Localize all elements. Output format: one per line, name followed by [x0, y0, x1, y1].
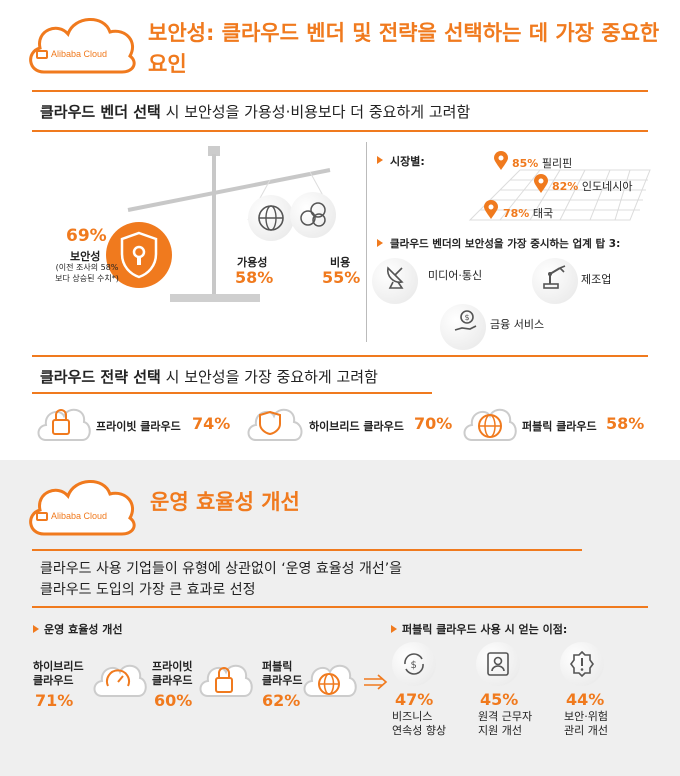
industry-label: 금융 서비스: [490, 318, 545, 331]
security-pct: 69%: [66, 226, 107, 246]
market-row: 85% 필리핀: [512, 157, 573, 170]
availability-pct: 58%: [235, 268, 274, 287]
money-hand-icon: $: [452, 308, 480, 340]
efficiency-name: 하이브리드 클라우드: [33, 660, 84, 687]
alibaba-cloud-logo: Alibaba Cloud: [22, 472, 140, 542]
strategy-pct: 74%: [192, 414, 231, 433]
section2-title: 운영 효율성 개선: [150, 490, 300, 514]
alibaba-cloud-logo: Alibaba Cloud: [22, 10, 140, 80]
globe-network-icon: [254, 201, 288, 239]
availability-label: 가용성: [237, 256, 268, 269]
vendor-heading: 클라우드 벤더 선택 시 보안성을 가용성·비용보다 더 중요하게 고려함: [40, 103, 471, 121]
market-row: 78% 태국: [503, 207, 554, 220]
industry-circle: [532, 258, 578, 304]
section1-title: 보안성: 클라우드 벤더 및 전략을 선택하는 데 가장 중요한 요인: [148, 21, 660, 76]
coins-icon: [296, 198, 330, 236]
top3-heading: 클라우드 벤더의 보안성을 가장 중시하는 업계 탑 3:: [390, 238, 621, 250]
benefit-pct: 47%: [395, 690, 434, 709]
security-label: 보안성: [70, 250, 101, 263]
cost-pct: 55%: [322, 268, 361, 287]
remote-worker-icon: [484, 650, 512, 682]
arrow-bullet-icon: [33, 625, 39, 633]
benefit-label: 보안·위험 관리 개선: [564, 710, 608, 737]
strategy-pct: 58%: [606, 414, 645, 433]
private-cloud-lock-icon: [34, 398, 94, 452]
divider: [32, 130, 648, 132]
cloud-speed-icon: [90, 652, 150, 708]
svg-text:$: $: [411, 660, 417, 671]
efficiency-heading: 운영 효율성 개선: [44, 623, 123, 636]
arrow-bullet-icon: [377, 239, 383, 247]
benefits-heading: 퍼블릭 클라우드 사용 시 얻는 이점:: [402, 623, 568, 636]
industry-label: 미디어·통신: [428, 269, 483, 282]
divider: [32, 549, 582, 551]
strategy-pct: 70%: [414, 414, 453, 433]
benefit-pct: 45%: [480, 690, 519, 709]
efficiency-pct: 60%: [154, 691, 193, 710]
efficiency-name: 프라이빗 클라우드: [152, 660, 193, 687]
shield-lock-icon: [116, 230, 162, 280]
divider: [32, 392, 432, 394]
strategy-heading: 클라우드 전략 선택 시 보안성을 가장 중요하게 고려함: [40, 368, 378, 386]
cloud-globe-icon: [300, 652, 360, 708]
alibaba-mark-icon: [36, 49, 48, 59]
section2-intro: 클라우드 사용 기업들이 유형에 상관없이 ‘운영 효율성 개선’을 클라우드 …: [40, 561, 403, 598]
map-grid-icon: [460, 160, 660, 230]
efficiency-pct: 62%: [262, 691, 301, 710]
warning-badge-icon: [568, 650, 596, 682]
benefit-label: 비즈니스 연속성 향상: [392, 710, 447, 737]
industry-label: 제조업: [581, 273, 612, 286]
location-pin-icon: [483, 200, 499, 224]
market-row: 82% 인도네시아: [552, 180, 633, 193]
hybrid-cloud-shield-icon: [244, 398, 308, 452]
benefit-pct: 44%: [566, 690, 605, 709]
benefit-circle: [392, 642, 436, 686]
satellite-dish-icon: [384, 262, 410, 294]
strategy-name: 하이브리드 클라우드: [309, 420, 404, 433]
market-heading: 시장별:: [390, 155, 425, 168]
divider: [32, 355, 648, 357]
arrow-bullet-icon: [377, 156, 383, 164]
strategy-name: 프라이빗 클라우드: [96, 420, 181, 433]
double-arrow-icon: [362, 674, 388, 694]
svg-text:$: $: [465, 313, 470, 322]
alibaba-mark-icon: [36, 511, 48, 521]
location-pin-icon: [493, 151, 509, 175]
public-cloud-globe-icon: [460, 398, 520, 452]
divider: [32, 606, 648, 608]
efficiency-pct: 71%: [35, 691, 74, 710]
benefit-label: 원격 근무자 지원 개선: [478, 710, 533, 737]
security-note: (이전 조사의 58%보다 상승된 수치*): [55, 263, 119, 283]
efficiency-name: 퍼블릭 클라우드: [262, 660, 303, 687]
dollar-cycle-icon: $: [400, 650, 428, 682]
arrow-bullet-icon: [391, 625, 397, 633]
divider: [32, 90, 648, 92]
location-pin-icon: [533, 174, 549, 198]
vertical-divider: [366, 142, 367, 342]
cost-label: 비용: [330, 256, 351, 269]
robot-arm-icon: [540, 262, 568, 294]
strategy-name: 퍼블릭 클라우드: [522, 420, 597, 433]
cloud-lock-icon: [196, 652, 256, 708]
